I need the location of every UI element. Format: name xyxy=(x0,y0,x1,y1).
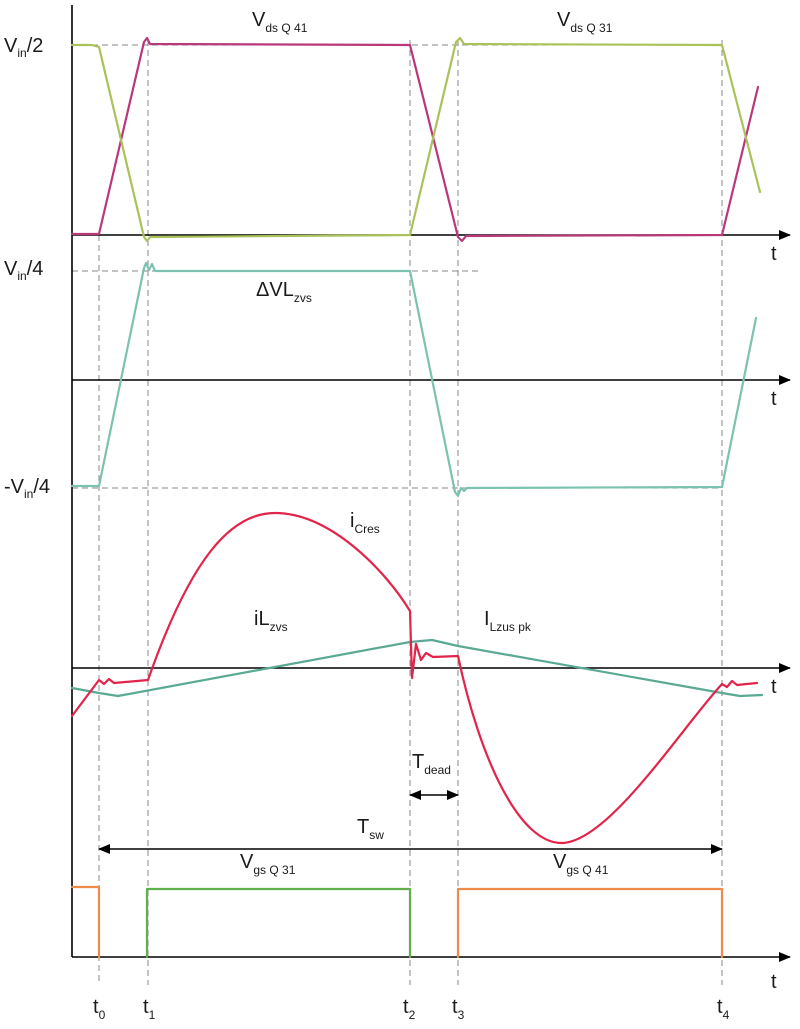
level-label-neg-vin-quarter: -Vin/4 xyxy=(4,476,50,501)
label-t-dead: Tdead xyxy=(412,751,451,777)
marker-t4: t4 xyxy=(717,996,730,1022)
label-t-sw: Tsw xyxy=(357,816,384,842)
waveform-labels: Vds Q 41 Vds Q 31 ΔVLzvs iCres iLzvs ILz… xyxy=(240,9,613,877)
t-label-1: t xyxy=(771,243,777,265)
t-label-2: t xyxy=(771,388,777,410)
waveforms xyxy=(70,36,764,959)
axes xyxy=(71,5,791,962)
marker-t1: t1 xyxy=(143,996,156,1022)
level-labels: Vin/2 Vin/4 -Vin/4 xyxy=(4,35,50,501)
level-label-vin-quarter: Vin/4 xyxy=(4,258,43,283)
label-i-cres: iCres xyxy=(350,510,380,536)
label-i-lzus-pk: ILzus pk xyxy=(484,608,532,634)
label-dvl-zvs: ΔVLzvs xyxy=(256,279,312,305)
time-guides xyxy=(98,40,723,985)
vgs-q31-trace xyxy=(145,887,412,959)
t-label-4: t xyxy=(771,971,777,993)
level-guides xyxy=(72,44,722,489)
label-vds-q31: Vds Q 31 xyxy=(557,9,613,35)
interval-arrows xyxy=(98,790,723,854)
label-vgs-q41: Vgs Q 41 xyxy=(553,851,609,877)
i-cres-trace xyxy=(70,511,759,845)
vds-q31-trace xyxy=(70,36,762,243)
vgs-q41-trace xyxy=(70,885,724,959)
t-label-3: t xyxy=(771,676,777,698)
level-label-vin-half: Vin/2 xyxy=(4,35,43,60)
dvl-zvs-trace xyxy=(70,261,758,498)
interval-labels: Tdead Tsw xyxy=(357,751,451,842)
marker-t2: t2 xyxy=(403,996,416,1022)
marker-t3: t3 xyxy=(452,996,465,1022)
t-axis-labels: t t t t xyxy=(771,243,777,993)
label-vds-q41: Vds Q 41 xyxy=(252,9,308,35)
marker-t0: t0 xyxy=(93,996,106,1022)
il-zvs-trace xyxy=(70,638,764,698)
label-vgs-q31: Vgs Q 31 xyxy=(240,851,296,877)
time-marker-labels: t0 t1 t2 t3 t4 xyxy=(93,996,730,1022)
label-il-zvs: iLzvs xyxy=(254,608,288,634)
vds-q41-trace xyxy=(70,36,760,243)
